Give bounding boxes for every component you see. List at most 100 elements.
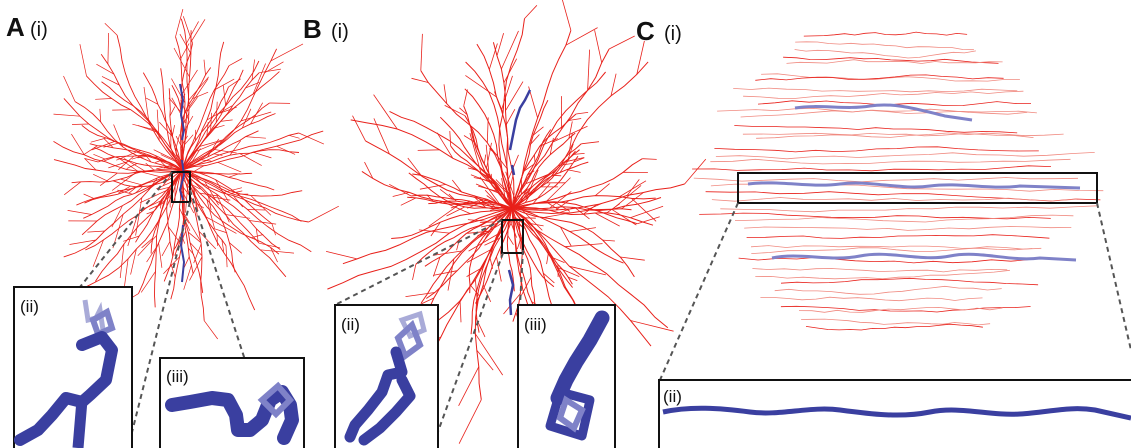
dendrite-branch <box>468 232 502 252</box>
dendrite-branch <box>185 181 189 213</box>
dendrite-branch <box>203 320 218 340</box>
dendrite-branch <box>552 257 565 263</box>
dendrite <box>511 197 662 212</box>
dendrite-branch <box>180 43 190 59</box>
dendrite-branch <box>186 21 199 44</box>
dendrite-branch <box>252 63 266 95</box>
dendrite <box>181 113 276 171</box>
panel-a-letter: A <box>6 12 25 42</box>
dendrite-layer <box>714 146 1039 153</box>
dendrite <box>411 194 513 209</box>
dendrite-branch <box>104 23 118 36</box>
dendrite-branch <box>630 320 674 332</box>
dendrite <box>181 48 278 171</box>
dendrite-branch <box>126 163 138 169</box>
dendrite-branch <box>241 108 252 129</box>
dendrite <box>492 42 513 209</box>
dendrite-branch <box>217 161 242 173</box>
dendrite-branch <box>206 122 209 137</box>
dendrite-layer <box>755 74 1004 81</box>
dendrite-branch <box>483 154 487 165</box>
dendrite-branch <box>373 94 398 130</box>
dendrite-branch <box>221 239 225 252</box>
dendrite-branch <box>480 222 498 228</box>
dendrite <box>498 18 525 209</box>
dendrite-branch <box>175 134 180 151</box>
dendrite-branch <box>69 239 97 245</box>
dendrite-layer <box>752 268 1008 273</box>
dendrite <box>168 88 183 171</box>
dendrite-branch <box>161 241 171 257</box>
dendrite <box>181 132 299 171</box>
dendrite-branch <box>475 183 504 196</box>
dendrite-branch <box>621 192 644 210</box>
dendrite-branch <box>626 179 640 196</box>
dendrite-branch <box>212 227 228 234</box>
panel-a-inset-ii: (ii) <box>13 286 133 448</box>
dendrite-branch <box>531 173 550 182</box>
dendrite-branch <box>229 242 243 254</box>
dendrite <box>415 207 513 265</box>
dendrite-branch <box>459 301 462 323</box>
dendrite <box>74 101 183 171</box>
dendrite-branch <box>430 221 441 237</box>
dendrite <box>181 130 259 171</box>
dendrite-layer <box>715 152 1095 160</box>
dendrite-branch <box>99 108 102 122</box>
dendrite-branch <box>463 135 475 143</box>
dendrite-branch <box>215 101 218 123</box>
dendrite-layer <box>751 246 1042 254</box>
dendrite <box>468 207 513 294</box>
dendrite <box>391 207 513 239</box>
dendrite <box>511 207 523 322</box>
dendrite-branch <box>467 200 487 209</box>
dendrite-branch <box>541 212 572 219</box>
dendrite <box>181 102 270 171</box>
panel-a-inset-ii-label: (ii) <box>20 297 39 316</box>
dendrite-branch <box>107 32 109 65</box>
dendrite-branch <box>270 43 304 62</box>
dendrite <box>95 169 183 282</box>
dendrite-branch <box>103 138 114 149</box>
dendrite-branch <box>631 198 657 222</box>
dendrite-branch <box>255 228 259 242</box>
dendrite-branch <box>182 16 193 44</box>
dendrite-layer <box>798 306 1003 313</box>
dendrite <box>181 65 230 171</box>
dendrite-branch <box>433 257 441 277</box>
panel-c: C (i) (ii) <box>636 16 1131 448</box>
dendrite-branch <box>220 119 233 122</box>
dendrite <box>511 207 635 278</box>
dendrite <box>350 119 513 209</box>
dendrite <box>511 48 610 209</box>
dendrite-branch <box>419 184 446 190</box>
dendrite-layer <box>710 158 1071 165</box>
dendrite <box>511 143 582 209</box>
dendrite-branch <box>245 136 266 139</box>
dendrite-branch <box>444 105 466 117</box>
dendrite <box>71 169 183 184</box>
dendrite-branch <box>143 152 152 163</box>
dendrite-branch <box>479 221 495 223</box>
dendrite <box>181 149 300 171</box>
dendrite-branch <box>193 243 202 264</box>
dendrite-branch <box>490 147 508 170</box>
dendrite <box>389 110 513 209</box>
dendrite-branch <box>412 264 417 280</box>
dendrite-branch <box>469 284 480 297</box>
dendrite-branch <box>474 333 504 376</box>
dendrite-branch <box>567 143 574 160</box>
dendrite-branch <box>501 30 519 70</box>
dendrite-branch <box>458 399 482 444</box>
dendrite-branch <box>568 118 582 121</box>
dendrite <box>89 143 183 171</box>
dendrite-layer <box>803 31 968 37</box>
dendrite-branch <box>443 84 448 104</box>
dendrite <box>170 169 185 300</box>
dendrite <box>98 155 183 171</box>
dendrite-branch <box>436 132 454 159</box>
dendrite <box>420 70 513 209</box>
dendrite <box>138 169 183 294</box>
dendrite-branch <box>532 126 544 136</box>
